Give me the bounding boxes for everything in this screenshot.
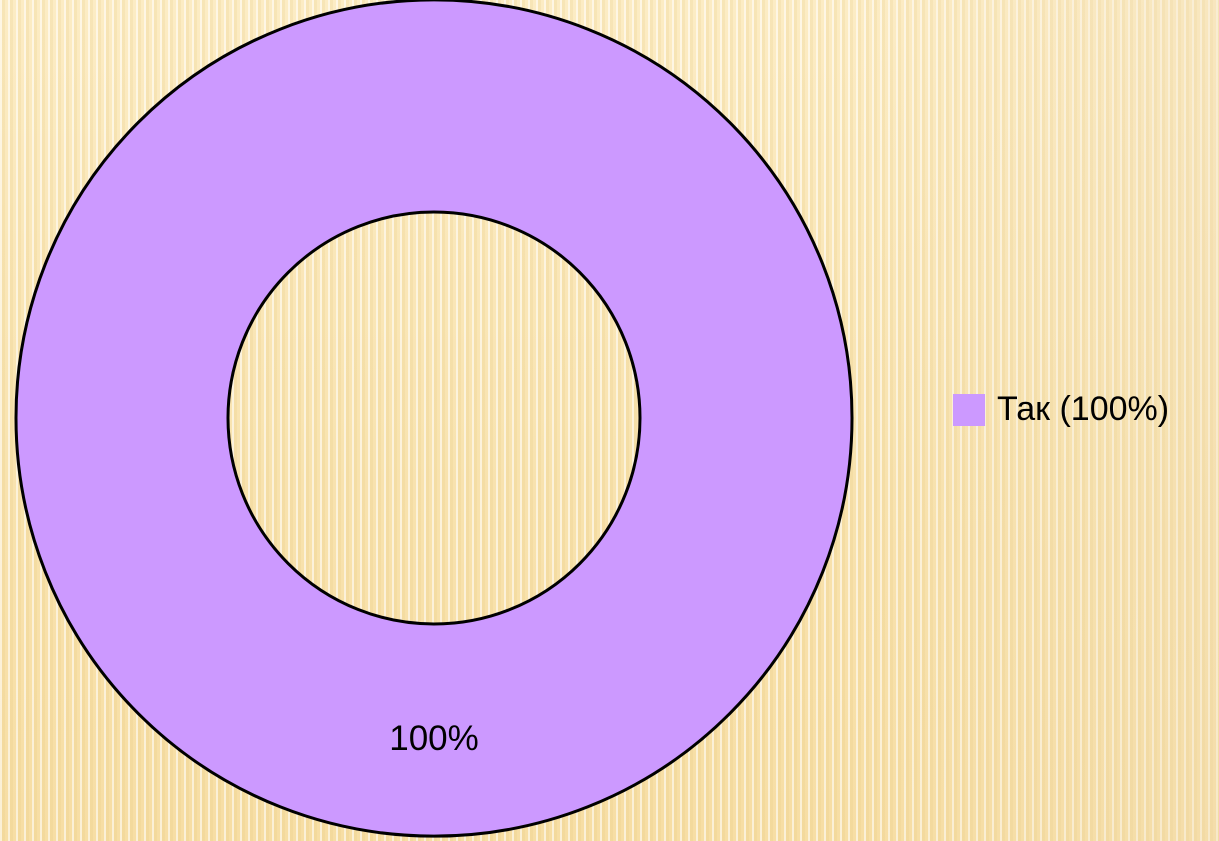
slice-data-label: 100% bbox=[389, 719, 479, 758]
legend-label: Так (100%) bbox=[997, 390, 1170, 428]
chart-legend: Так (100%) bbox=[953, 390, 1169, 429]
doughnut-slice bbox=[14, 0, 854, 838]
legend-swatch bbox=[953, 393, 985, 426]
labels-layer: 100% bbox=[389, 719, 479, 758]
slices-layer bbox=[14, 0, 854, 838]
